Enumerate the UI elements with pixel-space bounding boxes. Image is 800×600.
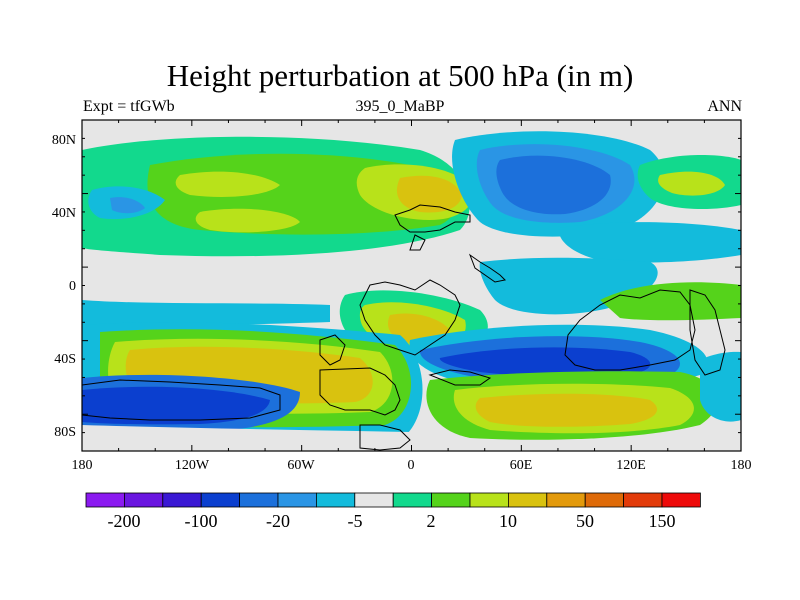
colorbar-label-5: 2 — [426, 511, 436, 531]
colorbar-box — [124, 492, 164, 508]
colorbar-label-4: -5 — [347, 511, 363, 531]
colorbar-box — [469, 492, 509, 508]
colorbar-box — [392, 492, 433, 508]
colorbar-label-2: -100 — [184, 511, 218, 531]
coastlines — [82, 204, 726, 451]
x-tick-label-60w: 60W — [287, 458, 315, 473]
plot-title: Height perturbation at 500 hPa (in m) — [166, 58, 634, 93]
colorbar-label-8: 150 — [648, 511, 676, 531]
colorbar-box — [546, 492, 586, 508]
colorbar-box — [584, 492, 625, 508]
y-tick-label-40n: 40N — [51, 206, 76, 221]
colorbar-label-6: 10 — [499, 511, 517, 531]
x-tick-label-180w: 180 — [71, 458, 93, 473]
x-tick-label-120w: 120W — [174, 458, 210, 473]
colorbar-box — [315, 492, 356, 508]
colorbar-box — [239, 492, 279, 508]
colorbar-label-7: 50 — [576, 511, 594, 531]
y-tick-label-eq: 0 — [69, 279, 76, 294]
colorbar-label-3: -20 — [266, 511, 290, 531]
colorbar-box — [354, 492, 394, 508]
colorbar-box — [277, 492, 317, 508]
y-tick-label-80s: 80S — [54, 425, 76, 440]
x-tick-label-120e: 120E — [616, 458, 646, 473]
y-tick-label-80n: 80N — [51, 133, 76, 148]
colorbar-box — [162, 492, 202, 508]
colorbar-box — [623, 492, 663, 508]
x-tick-label-60e: 60E — [509, 458, 533, 473]
x-tick-label-0: 0 — [407, 458, 415, 473]
colorbar-label-1: -200 — [107, 511, 141, 531]
colorbar — [85, 492, 701, 508]
colorbar-box — [507, 492, 548, 508]
season-label: ANN — [707, 98, 742, 115]
colorbar-box — [661, 492, 701, 508]
colorbar-box — [431, 492, 471, 508]
y-tick-label-40s: 40S — [54, 352, 76, 367]
map-field — [82, 120, 741, 451]
x-tick-label-180e: 180 — [730, 458, 752, 473]
axis-ticks — [81, 119, 742, 452]
time-label: 395_0_MaBP — [355, 98, 445, 115]
colorbar-box — [200, 492, 240, 508]
colorbar-box — [85, 492, 125, 508]
experiment-label: Expt = tfGWb — [83, 98, 175, 115]
